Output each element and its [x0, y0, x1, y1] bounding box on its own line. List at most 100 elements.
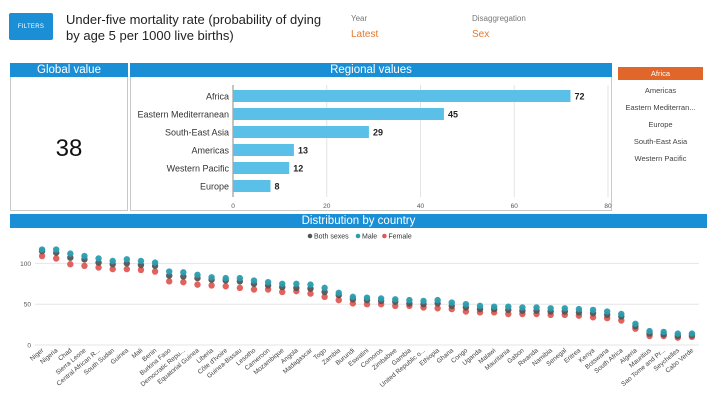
bar[interactable]: [233, 162, 290, 174]
scatter-point[interactable]: [434, 296, 441, 304]
scatter-point[interactable]: [618, 310, 625, 318]
bar-axis-tick-label: 60: [511, 203, 519, 210]
scatter-point[interactable]: [307, 281, 314, 288]
scatter-point[interactable]: [293, 280, 300, 287]
legend-marker: [355, 233, 361, 239]
scatter-point[interactable]: [575, 305, 583, 313]
scatter-point[interactable]: [166, 278, 173, 285]
bar-category-label: South-East Asia: [165, 128, 229, 138]
scatter-point[interactable]: [67, 250, 74, 257]
legend-label: Both sexes: [314, 234, 349, 241]
bar[interactable]: [233, 126, 369, 138]
scatter-point[interactable]: [363, 294, 371, 301]
filters-button[interactable]: FILTERS: [9, 13, 53, 40]
scatter-point[interactable]: [250, 286, 258, 293]
scatter-point[interactable]: [660, 328, 667, 336]
scatter-point[interactable]: [180, 269, 187, 276]
scatter-point[interactable]: [180, 278, 187, 286]
scatter-point[interactable]: [674, 330, 682, 337]
scatter-point[interactable]: [406, 296, 413, 304]
bar[interactable]: [233, 90, 571, 102]
bar-category-label: Europe: [200, 182, 229, 192]
scatter-point[interactable]: [589, 306, 597, 314]
region-list-item[interactable]: Americas: [644, 86, 677, 95]
scatter-point[interactable]: [349, 293, 357, 301]
scatter-point[interactable]: [81, 262, 88, 270]
bar[interactable]: [233, 144, 294, 156]
scatter-point[interactable]: [561, 305, 568, 312]
scatter-point[interactable]: [236, 284, 244, 292]
scatter-point[interactable]: [52, 246, 60, 253]
scatter-point[interactable]: [236, 274, 244, 282]
scatter-point[interactable]: [392, 296, 399, 303]
scatter-point[interactable]: [166, 268, 173, 275]
region-list-item[interactable]: Eastern Mediterran...: [625, 103, 696, 112]
scatter-point[interactable]: [151, 268, 159, 275]
scatter-point[interactable]: [307, 290, 314, 297]
scatter-point[interactable]: [123, 256, 131, 263]
bar-value-label: 72: [575, 92, 585, 102]
region-list-item[interactable]: Africa: [618, 67, 703, 80]
region-list-item[interactable]: Europe: [648, 120, 673, 129]
scatter-point[interactable]: [137, 266, 145, 274]
scatter-point[interactable]: [420, 297, 427, 305]
scatter-point[interactable]: [38, 246, 46, 253]
scatter-point[interactable]: [194, 281, 201, 288]
scatter-point[interactable]: [547, 305, 554, 312]
scatter-point[interactable]: [321, 293, 328, 301]
scatter-point[interactable]: [335, 296, 342, 304]
scatter-point[interactable]: [279, 280, 286, 287]
year-select[interactable]: Latest: [351, 29, 379, 40]
regional-bar-chart: 0 20 40 60 80 Africa 72 Eastern Mediterranean 45…: [137, 85, 612, 210]
scatter-point[interactable]: [95, 264, 102, 271]
scatter-point[interactable]: [505, 303, 512, 310]
scatter-point[interactable]: [476, 302, 484, 310]
scatter-point[interactable]: [38, 252, 46, 260]
scatter-point[interactable]: [208, 282, 215, 289]
scatter-point[interactable]: [123, 265, 131, 273]
scatter-point[interactable]: [67, 261, 74, 268]
scatter-point[interactable]: [646, 327, 653, 335]
bar-axis-tick-label: 0: [231, 203, 235, 210]
distribution-scatter-chart: Both sexes Male Female050100NigerNigeriaCh…: [20, 233, 699, 389]
scatter-point[interactable]: [81, 252, 88, 260]
scatter-point[interactable]: [208, 274, 215, 281]
scatter-point[interactable]: [109, 257, 116, 265]
scatter-point[interactable]: [109, 265, 116, 273]
scatter-point[interactable]: [335, 289, 342, 296]
scatter-point[interactable]: [264, 278, 272, 286]
scatter-point[interactable]: [490, 303, 498, 310]
scatter-point[interactable]: [222, 274, 229, 282]
scatter-point[interactable]: [632, 320, 639, 327]
bar-axis-tick-label: 80: [604, 203, 612, 210]
scatter-point[interactable]: [279, 288, 286, 296]
scatter-point[interactable]: [52, 255, 60, 262]
bar[interactable]: [233, 180, 271, 192]
legend-label: Male: [362, 234, 377, 241]
legend-marker: [307, 233, 313, 239]
region-list-item[interactable]: Western Pacific: [634, 154, 687, 163]
scatter-point[interactable]: [377, 295, 385, 302]
bar-axis-tick-label: 20: [323, 203, 331, 210]
scatter-axis-tick-label: 0: [27, 343, 31, 350]
scatter-point[interactable]: [222, 283, 229, 290]
scatter-point[interactable]: [194, 271, 201, 279]
bar-value-label: 45: [448, 110, 458, 120]
scatter-point[interactable]: [137, 257, 145, 265]
scatter-point[interactable]: [688, 330, 696, 337]
scatter-point[interactable]: [603, 308, 611, 315]
disaggregation-select[interactable]: Sex: [472, 29, 490, 40]
scatter-axis-tick-label: 50: [24, 302, 32, 309]
scatter-point[interactable]: [95, 255, 102, 262]
scatter-point[interactable]: [151, 259, 159, 266]
scatter-point[interactable]: [321, 284, 328, 292]
scatter-point[interactable]: [250, 277, 258, 284]
scatter-point[interactable]: [462, 301, 470, 308]
region-list-item[interactable]: South-East Asia: [633, 137, 688, 146]
page-title: Under-five mortality rate (probability o…: [66, 12, 322, 43]
scatter-point[interactable]: [434, 305, 441, 312]
scatter-point[interactable]: [533, 304, 540, 311]
scatter-point[interactable]: [519, 304, 526, 311]
bar[interactable]: [233, 108, 444, 120]
scatter-point[interactable]: [448, 299, 455, 306]
